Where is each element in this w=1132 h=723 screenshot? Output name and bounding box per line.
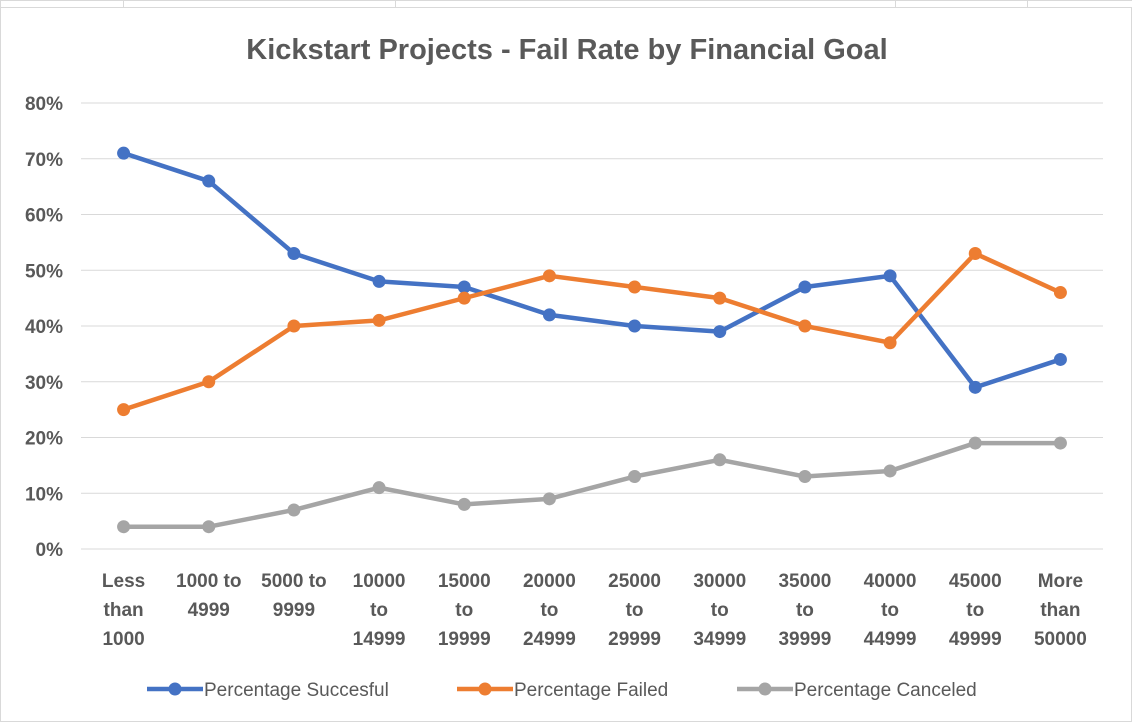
y-tick-label: 70% <box>25 150 63 171</box>
series-line <box>121 251 1063 412</box>
legend-item: Percentage Failed <box>457 680 668 701</box>
data-point <box>798 470 812 484</box>
y-tick-label: 80% <box>25 94 63 115</box>
y-tick-label: 10% <box>25 484 63 505</box>
data-point <box>798 319 812 333</box>
x-tick-label: More than 50000 <box>1034 571 1087 650</box>
x-tick-label: 40000 to 44999 <box>864 571 917 650</box>
legend-item: Percentage Succesful <box>147 680 389 701</box>
data-point <box>628 470 642 484</box>
data-point <box>883 464 897 478</box>
data-point <box>968 436 982 450</box>
sheet-column-divider <box>395 1 396 7</box>
legend-item: Percentage Canceled <box>737 680 977 701</box>
data-point <box>117 146 131 160</box>
data-point <box>117 403 131 417</box>
x-tick-label: 20000 to 24999 <box>523 571 576 650</box>
data-point <box>202 520 216 534</box>
data-point <box>1053 436 1067 450</box>
data-point <box>457 291 471 305</box>
data-point <box>542 308 556 322</box>
data-point <box>883 336 897 350</box>
data-point <box>713 291 727 305</box>
legend-label: Percentage Failed <box>514 680 668 701</box>
y-tick-label: 20% <box>25 429 63 450</box>
sheet-gridline-edge <box>1 1 1132 8</box>
y-tick-label: 30% <box>25 373 63 394</box>
x-tick-label: Less than 1000 <box>102 571 145 650</box>
data-point <box>1053 286 1067 300</box>
legend: Percentage Succesful Percentage Failed Per… <box>147 680 977 701</box>
data-point <box>542 492 556 506</box>
sheet-column-divider <box>1027 1 1028 7</box>
x-tick-label: 5000 to 9999 <box>261 571 326 621</box>
series-1 <box>117 146 1067 394</box>
x-tick-label: 25000 to 29999 <box>608 571 661 650</box>
data-point <box>628 319 642 333</box>
series-lines <box>117 146 1067 534</box>
legend-label: Percentage Canceled <box>794 680 977 701</box>
data-point <box>457 280 471 294</box>
legend-label: Percentage Succesful <box>204 680 389 701</box>
data-point <box>713 325 727 339</box>
x-tick-label: 30000 to 34999 <box>693 571 746 650</box>
x-tick-label: 15000 to 19999 <box>438 571 491 650</box>
x-axis-ticks: Less than 1000 1000 to 4999 5000 to 9999 10000 t… <box>102 571 1087 650</box>
data-point <box>628 280 642 294</box>
x-tick-label: 1000 to 4999 <box>176 571 241 621</box>
x-tick-label: 45000 to 49999 <box>949 571 1002 650</box>
gridlines <box>81 102 1103 550</box>
y-axis-ticks: 0% 10% 20% 30% 40% 50% 60% 70% 80% <box>25 94 63 561</box>
series-3 <box>117 436 1067 534</box>
data-point <box>883 269 897 283</box>
x-tick-label: 35000 to 39999 <box>778 571 831 650</box>
y-tick-label: 60% <box>25 206 63 227</box>
data-point <box>202 174 216 188</box>
data-point <box>372 481 386 495</box>
sheet-column-divider <box>123 1 124 7</box>
data-point <box>968 247 982 261</box>
sheet-column-divider <box>895 1 896 7</box>
y-tick-label: 0% <box>36 540 64 561</box>
data-point <box>202 375 216 389</box>
data-point <box>713 453 727 467</box>
data-point <box>542 269 556 283</box>
series-line <box>121 440 1063 529</box>
legend-marker <box>478 682 492 696</box>
series-line <box>121 150 1063 390</box>
data-point <box>287 319 301 333</box>
y-tick-label: 40% <box>25 317 63 338</box>
y-tick-label: 50% <box>25 261 63 282</box>
data-point <box>968 380 982 394</box>
legend-marker <box>168 682 182 696</box>
chart-title: Kickstart Projects - Fail Rate by Financ… <box>246 34 887 66</box>
data-point <box>1053 352 1067 366</box>
legend-marker <box>758 682 772 696</box>
data-point <box>287 503 301 517</box>
data-point <box>117 520 131 534</box>
data-point <box>372 313 386 327</box>
data-point <box>798 280 812 294</box>
series-2 <box>117 247 1067 417</box>
x-tick-label: 10000 to 14999 <box>353 571 406 650</box>
data-point <box>372 274 386 288</box>
data-point <box>287 247 301 261</box>
data-point <box>457 497 471 511</box>
